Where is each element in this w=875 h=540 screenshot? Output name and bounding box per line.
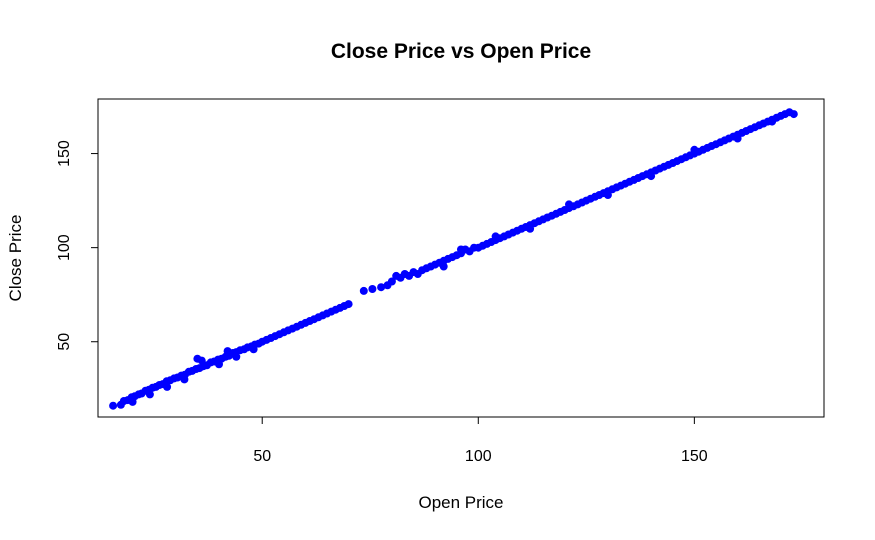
data-point bbox=[565, 200, 573, 209]
data-point bbox=[359, 286, 368, 295]
data-point bbox=[163, 382, 172, 391]
data-point bbox=[789, 110, 798, 119]
data-point bbox=[377, 283, 386, 292]
x-tick-label: 150 bbox=[681, 448, 708, 465]
data-point bbox=[647, 172, 656, 181]
data-point bbox=[223, 347, 232, 356]
data-point bbox=[439, 262, 448, 271]
data-point bbox=[768, 117, 777, 126]
data-point bbox=[215, 360, 223, 369]
data-points bbox=[109, 108, 798, 410]
y-tick-label: 100 bbox=[56, 234, 73, 261]
y-tick-label: 50 bbox=[56, 333, 73, 351]
data-point bbox=[193, 354, 202, 363]
data-point bbox=[232, 352, 241, 361]
data-point bbox=[109, 401, 118, 410]
data-point bbox=[603, 191, 612, 199]
x-axis: 50 100 150 bbox=[253, 417, 708, 465]
data-point bbox=[690, 145, 699, 154]
data-point bbox=[249, 345, 258, 354]
data-point bbox=[457, 245, 465, 254]
data-point bbox=[491, 232, 500, 241]
y-tick-label: 150 bbox=[56, 140, 73, 167]
data-point bbox=[344, 300, 353, 309]
data-point bbox=[145, 390, 154, 399]
y-axis-label: Close Price bbox=[6, 215, 25, 302]
y-axis: 50 100 150 bbox=[56, 140, 98, 351]
data-point bbox=[526, 224, 535, 233]
data-point bbox=[368, 285, 377, 293]
plot-frame bbox=[97, 98, 825, 418]
x-tick-label: 100 bbox=[465, 448, 492, 465]
x-axis-label: Open Price bbox=[418, 493, 503, 512]
data-point bbox=[180, 375, 189, 384]
data-point bbox=[128, 397, 137, 406]
data-point bbox=[733, 134, 742, 143]
chart-title: Close Price vs Open Price bbox=[331, 40, 591, 63]
data-point bbox=[387, 277, 396, 286]
x-tick-label: 50 bbox=[253, 448, 271, 465]
